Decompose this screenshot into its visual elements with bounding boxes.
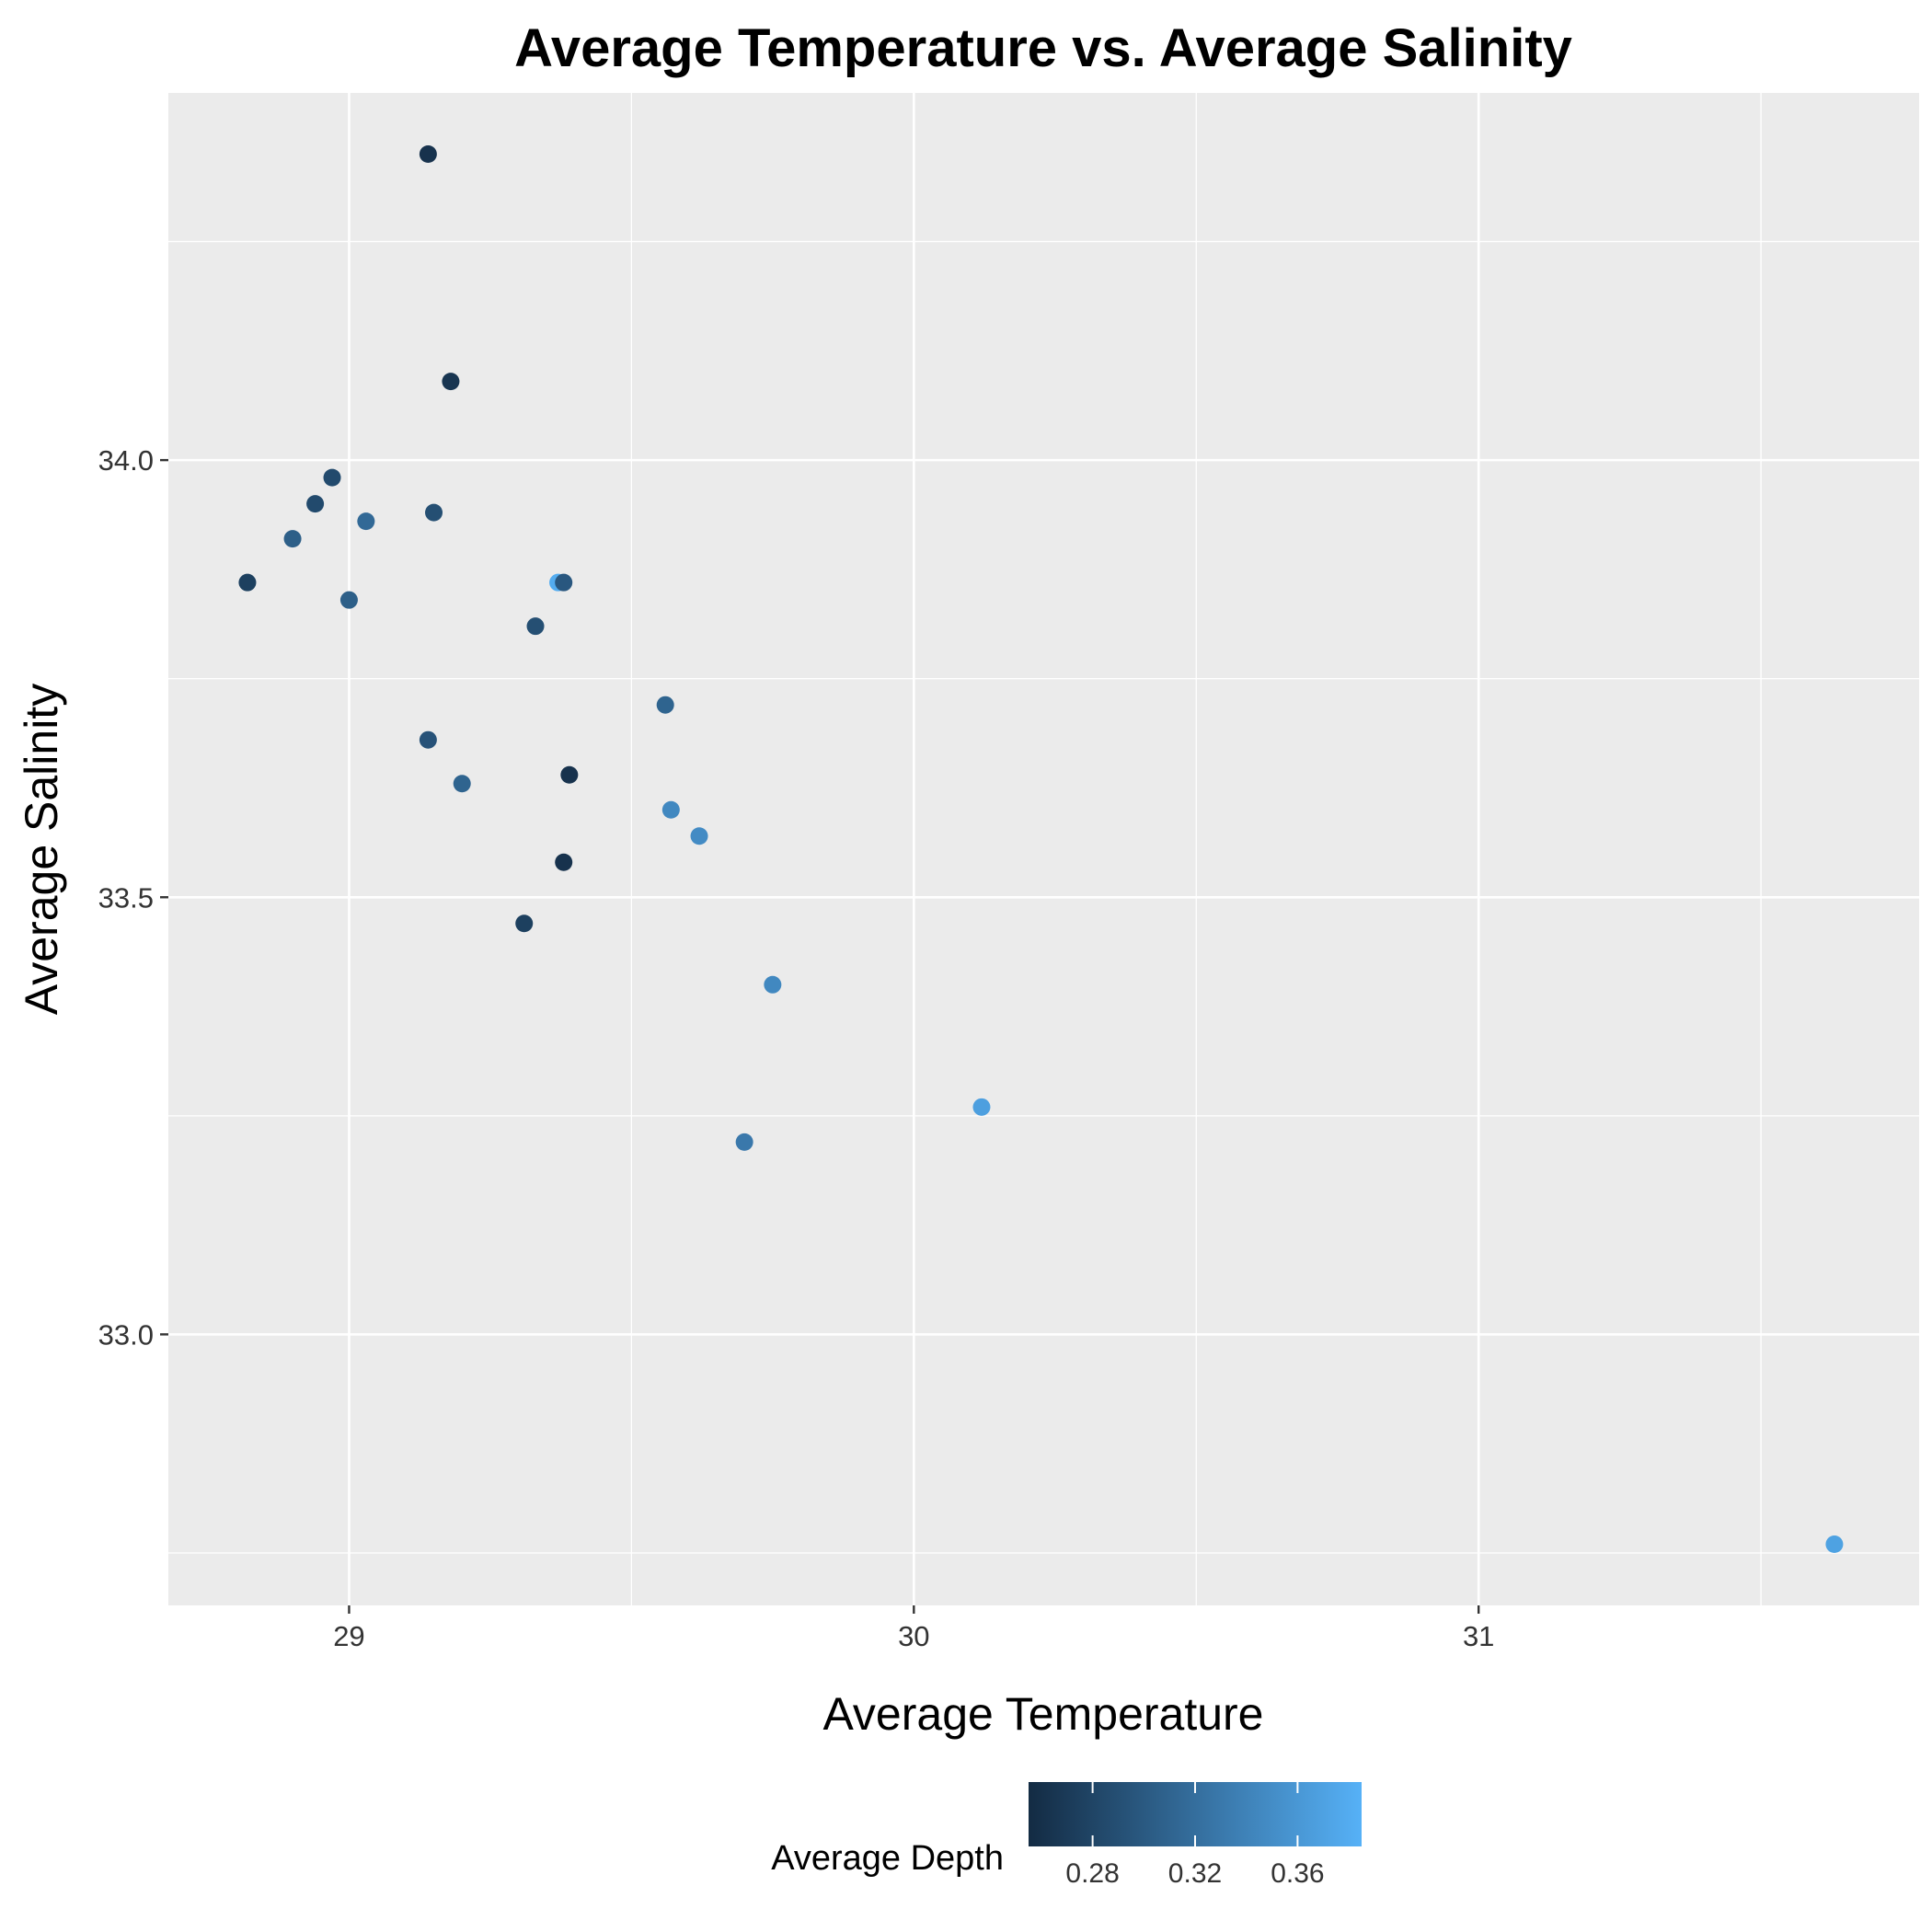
data-point (419, 730, 437, 749)
data-point (560, 765, 579, 784)
data-point (661, 800, 680, 819)
data-point (283, 530, 302, 548)
x-tick-label: 30 (898, 1620, 929, 1652)
data-point (425, 503, 443, 522)
data-point (526, 617, 545, 636)
y-axis-title: Average Salinity (16, 684, 67, 1015)
legend-title: Average Depth (771, 1839, 1004, 1878)
data-point (238, 573, 257, 592)
y-axis: 33.0 33.5 34.0 (98, 444, 168, 1351)
x-tick-label: 31 (1463, 1620, 1494, 1652)
plot-panel (168, 93, 1919, 1605)
major-gridlines (168, 93, 1919, 1605)
data-point (735, 1133, 753, 1151)
y-tick-label: 33.0 (98, 1318, 154, 1351)
data-point (656, 696, 674, 714)
x-tick-label: 29 (333, 1620, 364, 1652)
data-point (442, 373, 460, 391)
data-point (1825, 1535, 1844, 1553)
data-point (555, 853, 573, 871)
color-legend: Average Depth 0.28 0.32 0.36 (771, 1782, 1362, 1889)
legend-ticks: 0.28 0.32 0.36 (1065, 1782, 1325, 1889)
data-point (323, 468, 341, 487)
x-axis-title: Average Temperature (822, 1688, 1263, 1740)
data-point (306, 495, 325, 513)
data-point (555, 573, 573, 592)
minor-gridlines (168, 93, 1919, 1605)
x-axis: 29 30 31 (333, 1605, 1494, 1652)
data-point (339, 591, 358, 609)
data-point (764, 975, 782, 994)
data-point (690, 827, 708, 845)
data-point (972, 1098, 991, 1116)
data-point (419, 145, 437, 164)
data-point (515, 914, 534, 933)
chart-title: Average Temperature vs. Average Salinity (514, 18, 1572, 78)
y-tick-label: 34.0 (98, 444, 154, 477)
legend-label: 0.28 (1065, 1858, 1119, 1889)
legend-label: 0.32 (1168, 1858, 1222, 1889)
y-tick-label: 33.5 (98, 881, 154, 914)
data-point (357, 512, 375, 531)
legend-label: 0.36 (1271, 1858, 1324, 1889)
data-point (453, 775, 471, 793)
data-points (238, 145, 1844, 1553)
